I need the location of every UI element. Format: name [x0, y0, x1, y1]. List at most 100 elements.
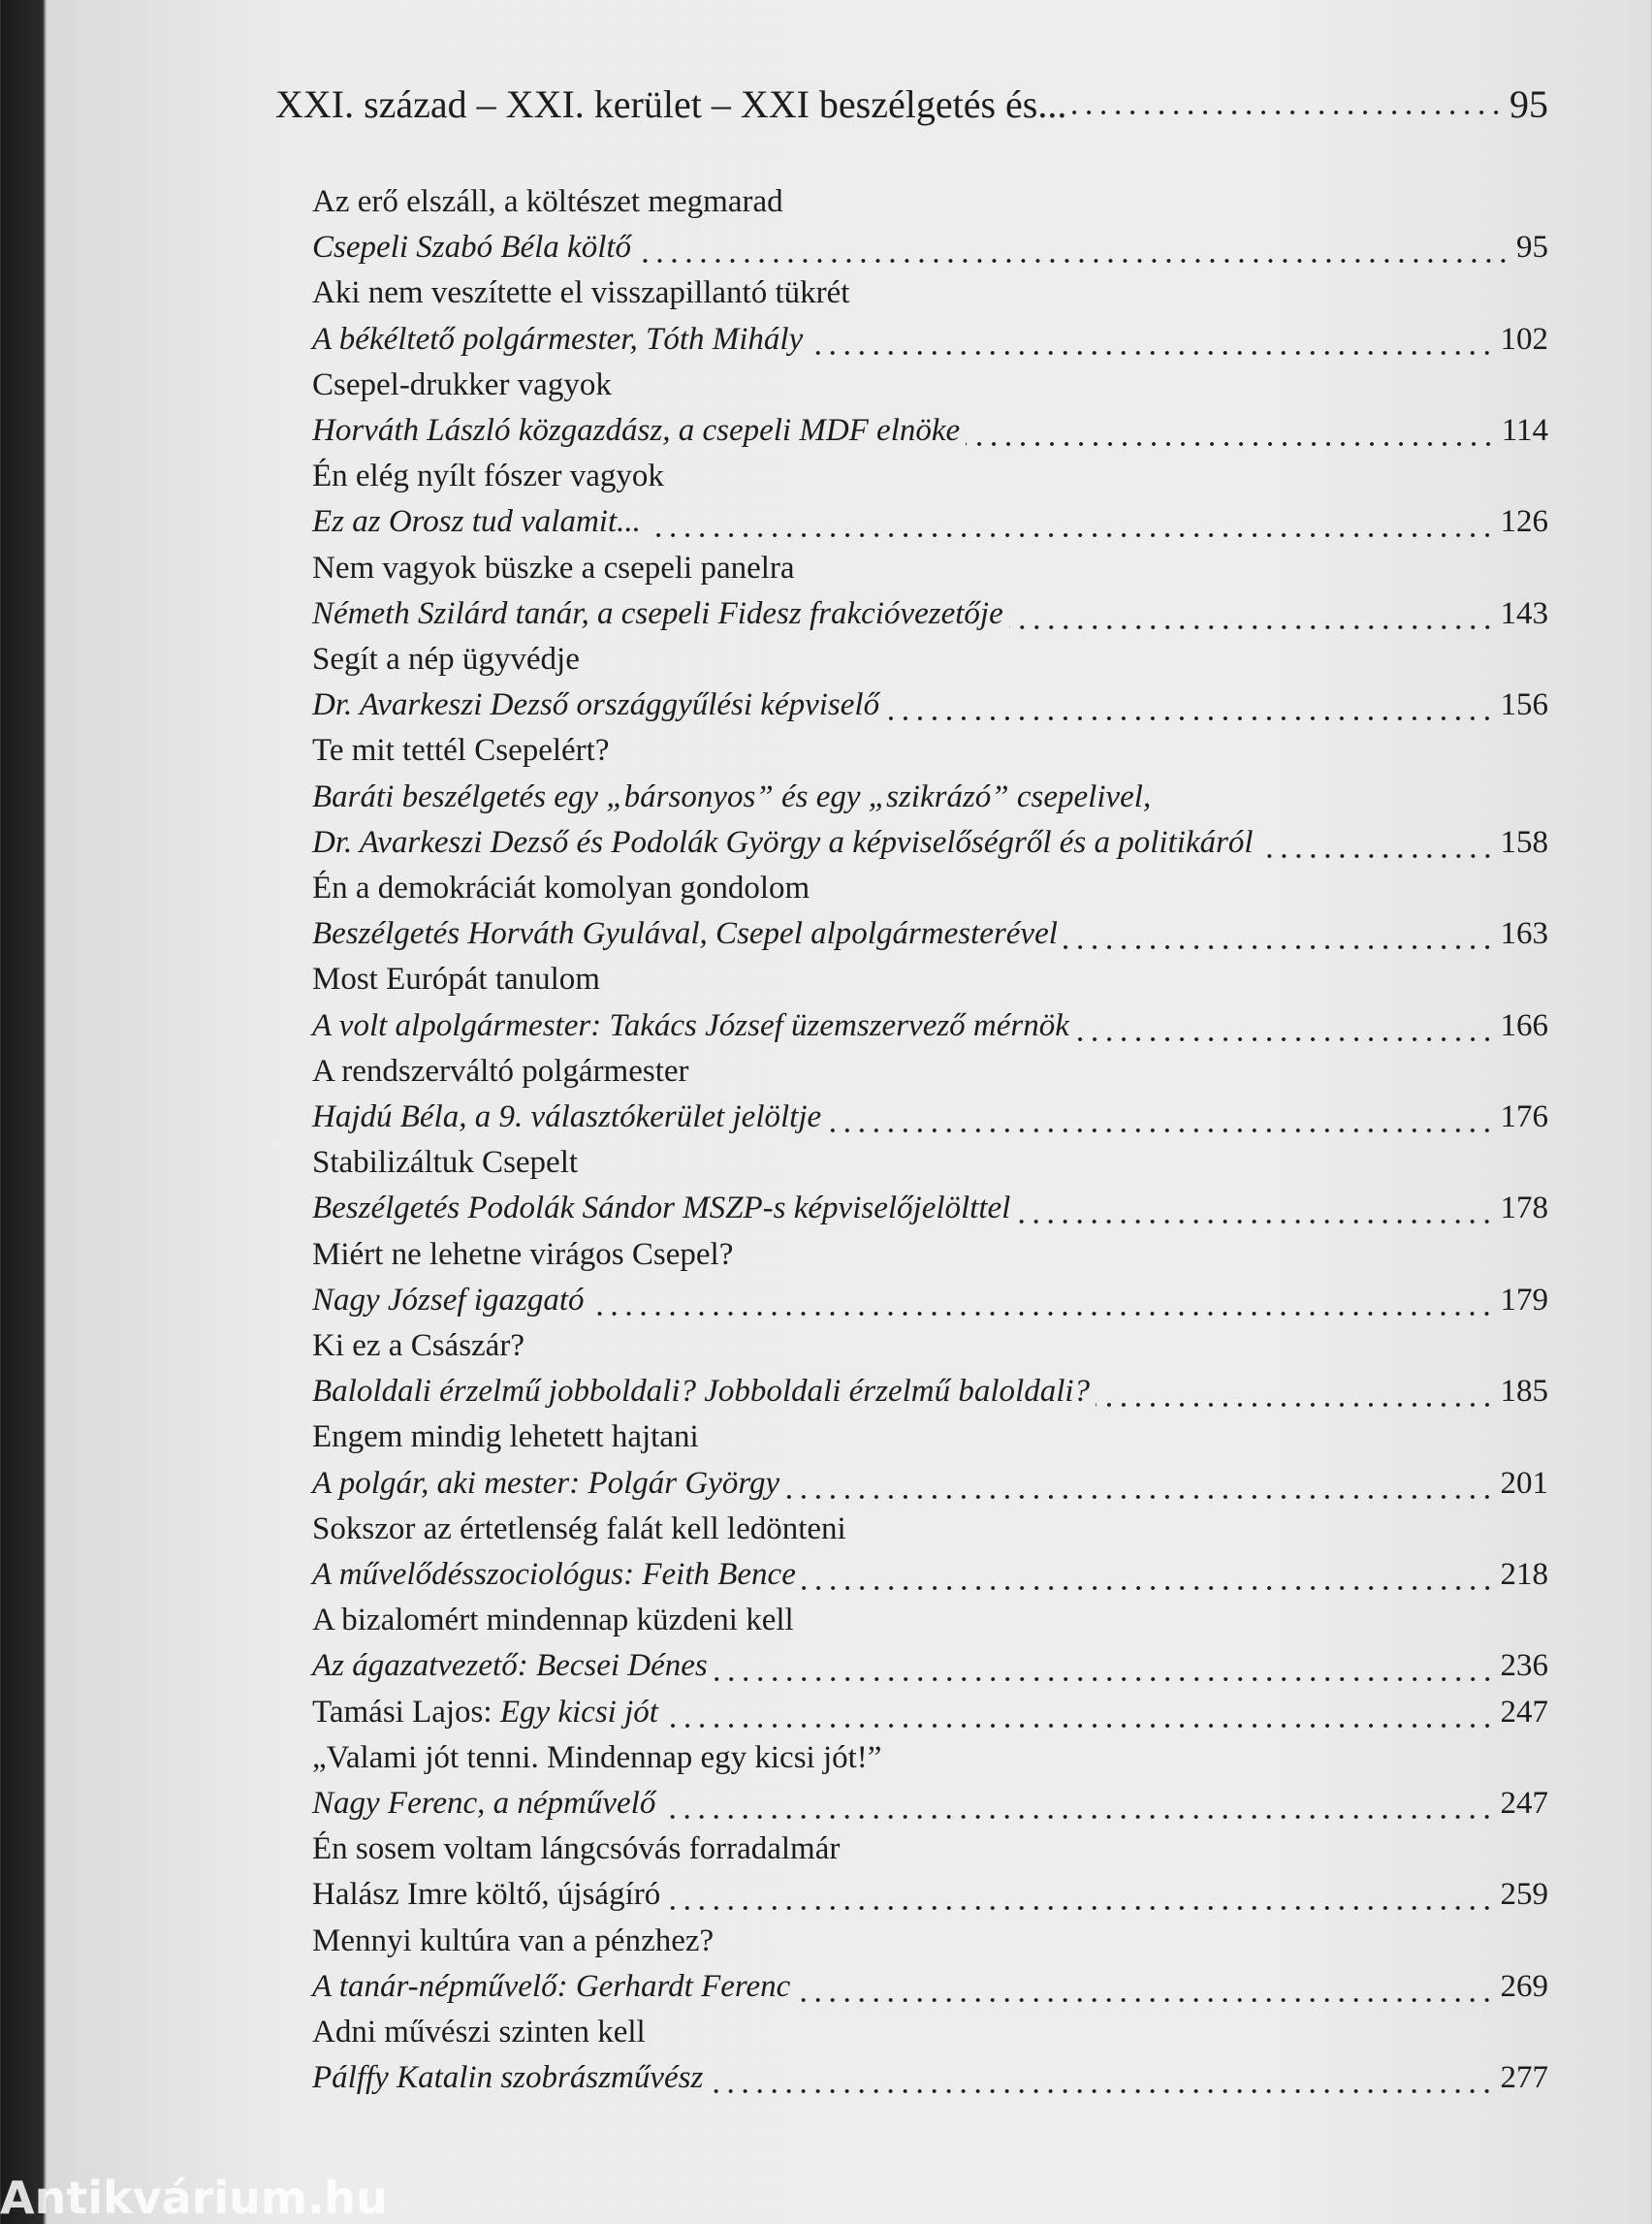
entry-text: „Valami jót tenni. Mindennap egy kicsi j… [312, 1740, 881, 1776]
toc-line: Most Európát tanulom [312, 962, 1548, 1004]
toc-line: Baloldali érzelmű jobboldali? Jobboldali… [312, 1374, 1548, 1416]
dot-leader [801, 1585, 1495, 1591]
entry-text: Én a demokráciát komolyan gondolom [312, 871, 810, 906]
entry-text: A bizalomért mindennap küzdeni kell [312, 1603, 794, 1638]
entry-subtitle: Baloldali érzelmű jobboldali? Jobboldali… [312, 1374, 1091, 1410]
toc-line: A békéltető polgármester, Tóth Mihály 102 [312, 322, 1548, 365]
watermark: Antikvárium.hu [0, 2172, 388, 2224]
dot-leader [1072, 110, 1504, 115]
entry-subtitle: Pálffy Katalin szobrászművész [312, 2060, 704, 2096]
entry-subtitle: Nagy Ferenc, a népművelő [312, 1786, 656, 1821]
entry-subtitle: A polgár, aki mester: Polgár György [312, 1465, 780, 1501]
toc-line: A rendszerváltó polgármester [312, 1054, 1548, 1096]
entry-title: Aki nem veszítette el visszapillantó tük… [312, 275, 850, 311]
dot-leader [885, 715, 1495, 722]
dot-leader [663, 1722, 1495, 1729]
page-number: 178 [1500, 1191, 1549, 1226]
entry-title: Halász Imre költő, újságíró [312, 1877, 661, 1913]
page-number: 102 [1500, 321, 1549, 357]
toc-line: Nagy József igazgató 179 [312, 1283, 1548, 1325]
entry-text: A tanár-népművelő: Gerhardt Ferenc [312, 1969, 790, 2005]
dot-leader [1063, 944, 1495, 951]
entry-text: Segít a nép ügyvédje [312, 642, 580, 678]
toc-line: Én elég nyílt fószer vagyok [312, 459, 1548, 501]
dot-leader [1008, 623, 1495, 630]
entry-text: Miért ne lehetne virágos Csepel? [312, 1237, 733, 1273]
entry-text: Beszélgetés Horváth Gyulával, Csepel alp… [312, 916, 1058, 952]
entry-subtitle: Horváth László közgazdász, a csepeli MDF… [312, 413, 961, 448]
toc-line: Beszélgetés Podolák Sándor MSZP-s képvis… [312, 1191, 1548, 1233]
toc-line: Nagy Ferenc, a népművelő 247 [312, 1786, 1548, 1828]
page-number: 95 [1516, 230, 1548, 266]
toc-line: „Valami jót tenni. Mindennap egy kicsi j… [312, 1740, 1548, 1783]
entry-title: „Valami jót tenni. Mindennap egy kicsi j… [312, 1739, 882, 1775]
entry-title: Segít a nép ügyvédje [312, 642, 580, 677]
page-number: 179 [1500, 1282, 1549, 1318]
toc-line: Engem mindig lehetett hajtani [312, 1419, 1548, 1462]
entry-subtitle: A művelődésszociológus: Feith Bence [312, 1557, 796, 1592]
toc-line: A volt alpolgármester: Takács József üze… [312, 1008, 1548, 1051]
dot-leader [713, 1676, 1495, 1683]
toc-line: Stabilizáltuk Csepelt [312, 1145, 1548, 1188]
dot-leader [637, 258, 1510, 265]
page-number: 259 [1500, 1877, 1549, 1913]
entry-text: Halász Imre költő, újságíró [312, 1877, 660, 1913]
toc-line: Mennyi kultúra van a pénzhez? [312, 1923, 1548, 1966]
entry-text: Nagy Ferenc, a népművelő [312, 1786, 655, 1822]
toc-line: Tamási Lajos: Egy kicsi jót 247 [312, 1695, 1548, 1737]
entry-text: Beszélgetés Podolák Sándor MSZP-s képvis… [312, 1191, 1010, 1226]
entry-title: Engem mindig lehetett hajtani [312, 1419, 699, 1455]
dot-leader [709, 2088, 1495, 2095]
dot-leader [646, 532, 1495, 539]
entry-subtitle: A békéltető polgármester, Tóth Mihály [312, 321, 804, 357]
entry-text: Adni művészi szinten kell [312, 2015, 646, 2050]
toc-line: A bizalomért mindennap küzdeni kell [312, 1603, 1548, 1645]
page-number: 143 [1500, 595, 1549, 631]
toc-line: Baráti beszélgetés egy „bársonyos” és eg… [312, 779, 1548, 822]
dot-leader [1016, 1219, 1495, 1225]
page-number: 185 [1500, 1374, 1549, 1410]
entry-text: Aki nem veszítette el visszapillantó tük… [312, 275, 849, 311]
toc-line: Csepeli Szabó Béla költő 95 [312, 230, 1548, 272]
entry-title: Most Európát tanulom [312, 962, 600, 998]
toc-line: Aki nem veszítette el visszapillantó tük… [312, 275, 1548, 318]
entry-text: A volt alpolgármester: Takács József üze… [312, 1008, 1069, 1044]
toc-line: Hajdú Béla, a 9. választókerület jelöltj… [312, 1099, 1548, 1142]
entry-title: Az erő elszáll, a költészet megmarad [312, 184, 783, 219]
entry-title: A bizalomért mindennap küzdeni kell [312, 1603, 794, 1638]
section-header: XXI. század – XXI. kerület – XXI beszélg… [275, 81, 1548, 126]
dot-leader [1096, 1402, 1495, 1409]
toc-line: Horváth László közgazdász, a csepeli MDF… [312, 413, 1548, 456]
toc-line: A polgár, aki mester: Polgár György 201 [312, 1466, 1548, 1509]
entry-text: A polgár, aki mester: Polgár György [312, 1466, 779, 1502]
entry-text: Dr. Avarkeszi Dezső országgyűlési képvis… [312, 687, 879, 723]
toc-line: Az ágazatvezető: Becsei Dénes 236 [312, 1648, 1548, 1691]
page-number: 269 [1500, 1968, 1549, 2004]
entry-title: Ki ez a Császár? [312, 1328, 524, 1363]
entry-text: Most Európát tanulom [312, 962, 600, 998]
entry-text: Baráti beszélgetés egy „bársonyos” és eg… [312, 779, 1151, 815]
entry-subtitle: A tanár-népművelő: Gerhardt Ferenc [312, 1968, 791, 2004]
dot-leader [809, 349, 1495, 356]
entry-text: Nagy József igazgató [312, 1283, 584, 1319]
page-number: 236 [1500, 1648, 1549, 1684]
toc-line: Én a demokráciát komolyan gondolom [312, 871, 1548, 913]
entry-text: Csepeli Szabó Béla költő [312, 230, 631, 266]
toc-line: Sokszor az értetlenség falát kell ledönt… [312, 1511, 1548, 1554]
entry-title: Sokszor az értetlenség falát kell ledönt… [312, 1510, 846, 1546]
page-number: 95 [1509, 82, 1548, 126]
page-number: 247 [1500, 1786, 1549, 1821]
entry-text: A rendszerváltó polgármester [312, 1054, 689, 1090]
entry-title: Miért ne lehetne virágos Csepel? [312, 1236, 734, 1272]
dot-leader [827, 1128, 1495, 1133]
entry-text: Ez az Orosz tud valamit... [312, 504, 641, 540]
entry-text: Baloldali érzelmű jobboldali? Jobboldali… [312, 1374, 1090, 1410]
toc-line: Nem vagyok büszke a csepeli panelra [312, 551, 1548, 593]
entry-title: Adni művészi szinten kell [312, 2015, 646, 2049]
entry-text: Tamási Lajos: Egy kicsi jót [312, 1695, 658, 1731]
toc-line: Az erő elszáll, a költészet megmarad [312, 184, 1548, 227]
entry-subtitle: Baráti beszélgetés egy „bársonyos” és eg… [312, 778, 1152, 814]
entry-text: Németh Szilárd tanár, a csepeli Fidesz f… [312, 596, 1003, 632]
toc-line: Te mit tettél Csepelért? [312, 733, 1548, 776]
toc-line: Miért ne lehetne virágos Csepel? [312, 1237, 1548, 1280]
